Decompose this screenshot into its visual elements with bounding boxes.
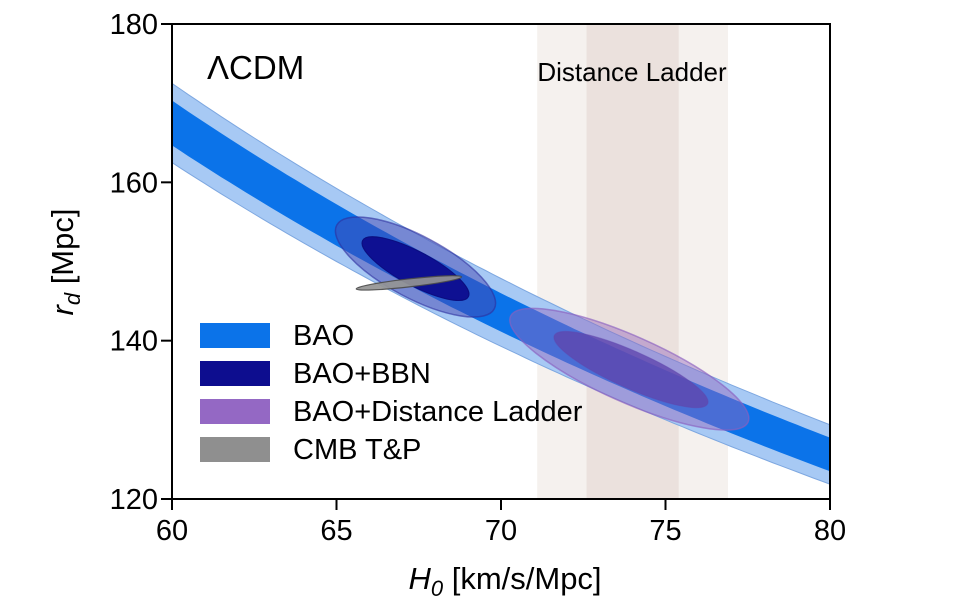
legend-label-bao: BAO — [293, 320, 354, 352]
y-axis-label-var: r — [45, 303, 80, 315]
y-axis-label-sub: d — [60, 292, 85, 305]
legend-swatch-bao — [200, 323, 270, 348]
y-tick-label-180: 180 — [110, 9, 158, 41]
distance-ladder-band-1sigma — [586, 24, 679, 499]
legend-item-cmb: CMB T&P — [200, 434, 421, 466]
x-tick-label-65: 65 — [320, 515, 352, 547]
ellipse-bao-distance-ladder-1sigma — [553, 331, 709, 409]
legend-label-bao-bbn: BAO+BBN — [293, 358, 431, 390]
x-tick-label-80: 80 — [814, 515, 846, 547]
x-tick-label-70: 70 — [485, 515, 517, 547]
x-axis-label: H0 [km/s/Mpc] — [408, 561, 601, 601]
legend-item-bao-distance-ladder: BAO+Distance Ladder — [200, 396, 583, 428]
x-tick-label-75: 75 — [649, 515, 681, 547]
y-axis-label-unit: [Mpc] — [45, 209, 80, 293]
y-axis-label: rd [Mpc] — [45, 209, 85, 316]
y-tick-label-120: 120 — [110, 484, 158, 516]
legend-item-bao-bbn: BAO+BBN — [200, 358, 431, 390]
x-axis-label-var: H — [408, 561, 431, 596]
x-axis-label-sub: 0 — [431, 576, 444, 601]
x-axis-label-unit: [km/s/Mpc] — [443, 561, 601, 596]
legend: BAO BAO+BBN BAO+Distance Ladder CMB T&P — [200, 320, 583, 466]
plot-title: ΛCDM — [207, 49, 304, 86]
legend-label-bao-distance-ladder: BAO+Distance Ladder — [293, 396, 583, 428]
x-tick-label-60: 60 — [156, 515, 188, 547]
ellipse-cmb-t-p — [355, 275, 463, 291]
distance-ladder-annotation: Distance Ladder — [537, 57, 727, 87]
legend-swatch-bao-distance-ladder — [200, 399, 270, 424]
legend-swatch-bao-bbn — [200, 361, 270, 386]
y-tick-label-160: 160 — [110, 167, 158, 199]
legend-swatch-cmb — [200, 437, 270, 462]
legend-label-cmb: CMB T&P — [293, 434, 421, 466]
axes-ticks: 60 65 70 75 80 120 140 160 180 — [110, 9, 847, 547]
y-tick-label-140: 140 — [110, 326, 158, 358]
legend-item-bao: BAO — [200, 320, 354, 352]
plot-regions — [172, 24, 830, 499]
